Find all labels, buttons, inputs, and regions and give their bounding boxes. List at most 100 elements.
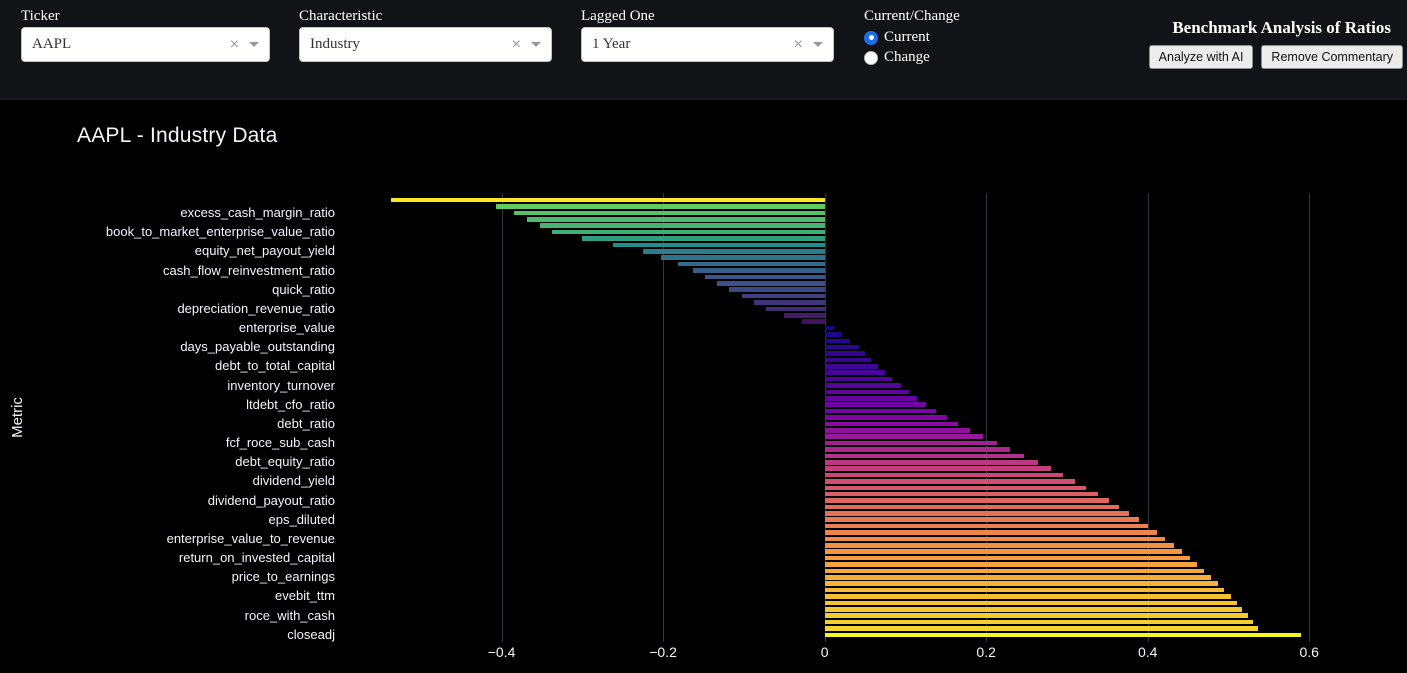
bar[interactable] [527,217,825,222]
bar[interactable] [824,549,1182,554]
bar[interactable] [824,351,865,356]
bar[interactable] [824,427,970,433]
clear-icon[interactable]: × [229,35,239,53]
lagged-one-label: Lagged One [581,8,655,24]
bar[interactable] [824,364,878,369]
bar[interactable] [824,562,1197,567]
gridline [663,193,665,642]
bar[interactable] [824,530,1157,535]
bar[interactable] [784,312,825,318]
chevron-down-icon[interactable] [246,42,269,47]
radio-selected-icon[interactable] [864,30,878,45]
bar[interactable] [766,306,825,312]
bar[interactable] [824,581,1218,586]
radio-current[interactable]: Current [864,29,930,46]
current-change-label: Current/Change [864,8,960,24]
bar[interactable] [824,485,1087,491]
chevron-down-icon[interactable] [810,42,833,47]
control-bar: Ticker AAPL × Characteristic Industry × … [0,0,1407,100]
bar[interactable] [824,568,1205,574]
y-axis-tick: days_payable_outstanding [180,339,335,355]
y-axis-ticks: excess_cash_margin_ratio book_to_market_e… [0,197,335,641]
bar[interactable] [824,587,1225,593]
chevron-down-icon[interactable] [528,42,551,47]
bar[interactable] [513,210,825,216]
analyze-with-ai-button[interactable]: Analyze with AI [1148,45,1254,69]
bar[interactable] [729,287,825,292]
bar[interactable] [824,357,872,363]
x-axis-tick: −0.4 [487,644,516,660]
characteristic-dropdown[interactable]: Industry × [299,27,552,62]
bar[interactable] [540,223,825,229]
bar[interactable] [824,421,958,427]
bar[interactable] [824,325,835,331]
lagged-one-dropdown[interactable]: 1 Year × [581,27,834,62]
bar[interactable] [824,619,1253,625]
bar[interactable] [824,504,1120,510]
bar[interactable] [390,197,825,203]
bar[interactable] [824,613,1248,618]
bar[interactable] [824,440,997,446]
bar[interactable] [824,396,918,401]
bar[interactable] [660,255,825,260]
bar[interactable] [824,402,927,407]
clear-icon[interactable]: × [793,35,803,53]
bar[interactable] [824,536,1166,542]
bar[interactable] [824,383,901,388]
bar[interactable] [824,389,909,395]
bar[interactable] [824,523,1148,529]
bar[interactable] [824,370,886,376]
bar[interactable] [824,517,1139,523]
bar[interactable] [824,491,1098,497]
bar[interactable] [824,594,1231,599]
characteristic-label: Characteristic [299,8,383,24]
bar[interactable] [824,600,1237,606]
bar[interactable] [824,466,1051,471]
y-axis-tick: ltdebt_cfo_ratio [246,396,335,412]
bar[interactable] [692,268,825,273]
bar[interactable] [754,300,825,305]
remove-commentary-button[interactable]: Remove Commentary [1261,45,1403,69]
bar[interactable] [742,293,825,299]
bar[interactable] [824,332,843,337]
bar[interactable] [705,274,825,280]
y-axis-tick: excess_cash_margin_ratio [180,204,335,220]
plot-area [340,193,1390,642]
clear-icon[interactable]: × [511,35,521,53]
bar[interactable] [824,632,1302,638]
bar[interactable] [824,408,937,414]
x-axis-ticks: −0.4 −0.2 0 0.2 0.4 0.6 [340,644,1390,664]
bar[interactable] [824,434,983,439]
ticker-dropdown[interactable]: AAPL × [21,27,270,62]
bar[interactable] [552,229,825,235]
bar[interactable] [824,453,1025,459]
bar[interactable] [495,204,825,209]
bar[interactable] [642,249,825,254]
bar[interactable] [824,574,1212,580]
bar[interactable] [802,319,825,324]
bar[interactable] [717,280,825,286]
bar[interactable] [824,459,1038,465]
bar[interactable] [824,376,893,382]
bar[interactable] [824,344,859,350]
bar[interactable] [824,447,1011,452]
bar[interactable] [824,415,947,420]
y-axis-tick: equity_net_payout_yield [194,243,335,259]
bar[interactable] [824,606,1243,612]
y-axis-tick: dividend_payout_ratio [207,492,335,508]
chart-title: AAPL - Industry Data [77,124,278,147]
bar[interactable] [824,555,1190,561]
bar[interactable] [677,261,825,267]
bar[interactable] [824,511,1130,516]
bar[interactable] [824,338,851,344]
bar[interactable] [582,236,825,241]
radio-change[interactable]: Change [864,49,930,66]
gridline [986,193,988,642]
bar[interactable] [824,479,1075,484]
bar[interactable] [824,498,1109,503]
bar[interactable] [824,543,1174,548]
bar[interactable] [613,242,825,248]
bar[interactable] [824,626,1258,631]
radio-unselected-icon[interactable] [864,50,878,65]
bar[interactable] [824,472,1063,478]
